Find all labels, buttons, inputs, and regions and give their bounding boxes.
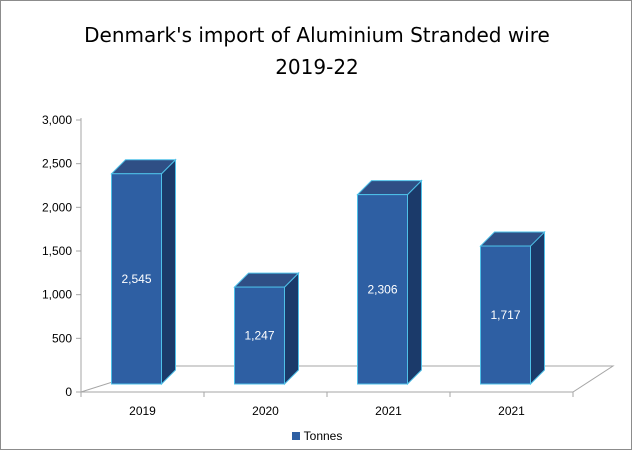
data-label: 1,717 — [490, 308, 520, 322]
chart-title-line2: 2019-22 — [275, 55, 359, 79]
y-tick-label: 0 — [65, 385, 72, 399]
y-tick-label: 3,000 — [42, 113, 72, 127]
bar-side — [530, 230, 545, 386]
bar — [110, 158, 177, 386]
bar-side — [284, 271, 299, 386]
x-tick-label: 2021 — [498, 404, 525, 418]
bar-front — [111, 173, 162, 385]
y-tick-label: 1,000 — [42, 288, 72, 302]
bar — [479, 230, 546, 386]
bar — [233, 271, 300, 386]
bar — [356, 179, 423, 386]
y-tick-label: 1,500 — [42, 244, 72, 258]
chart-title: Denmark's import of Aluminium Stranded w… — [1, 19, 632, 83]
y-tick-label: 2,000 — [42, 200, 72, 214]
bar-side — [161, 158, 176, 386]
y-tick-label: 2,500 — [42, 157, 72, 171]
bar-side — [407, 179, 422, 386]
x-tick-label: 2021 — [375, 404, 402, 418]
y-tick-label: 500 — [52, 331, 72, 345]
legend-label: Tonnes — [303, 428, 343, 443]
data-label: 2,306 — [367, 282, 397, 296]
legend: Tonnes — [1, 428, 632, 443]
chart-title-line1: Denmark's import of Aluminium Stranded w… — [84, 23, 550, 47]
bar-front — [480, 245, 531, 385]
data-label: 2,545 — [121, 272, 151, 286]
bar-front — [357, 194, 408, 385]
x-tick-label: 2020 — [252, 404, 279, 418]
x-tick-label: 2019 — [129, 404, 156, 418]
bar-front — [234, 286, 285, 385]
data-label: 1,247 — [244, 329, 274, 343]
legend-swatch — [291, 431, 300, 440]
